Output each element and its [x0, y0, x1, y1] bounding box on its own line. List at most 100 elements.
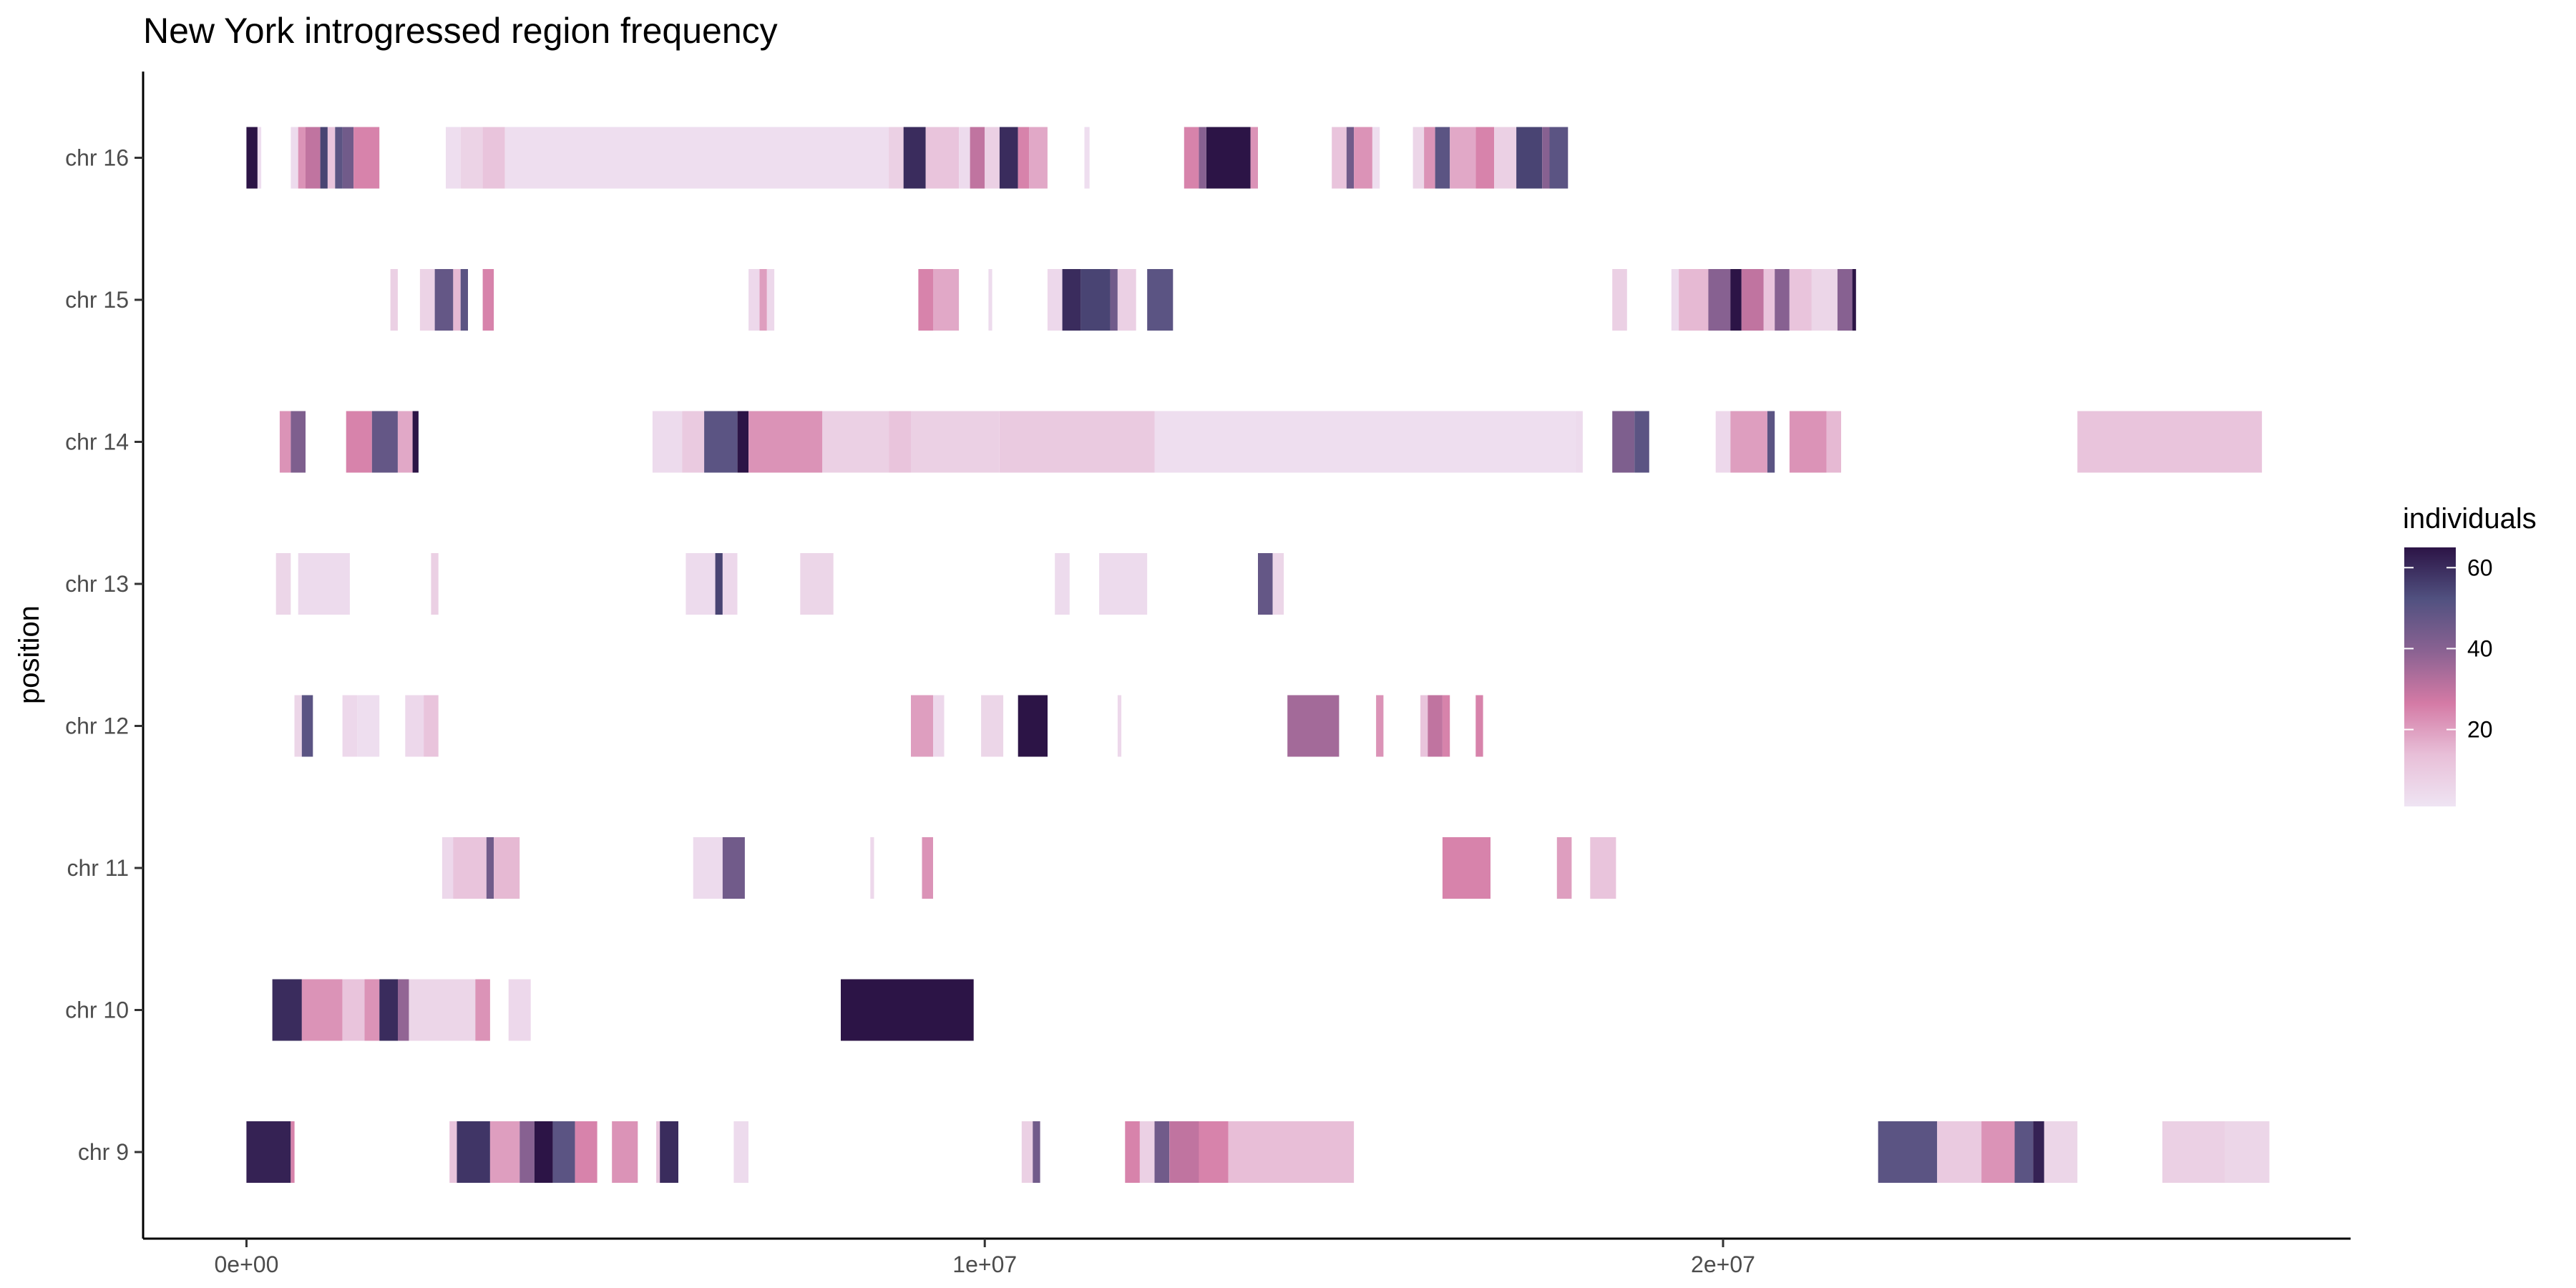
region-segment — [715, 553, 723, 615]
region-segment — [1442, 695, 1450, 757]
region-segment — [504, 127, 889, 189]
region-segment — [335, 127, 343, 189]
region-segment — [1047, 269, 1063, 331]
region-segment — [306, 127, 321, 189]
region-segment — [1741, 269, 1764, 331]
region-segment — [1258, 553, 1273, 615]
region-segment — [1837, 269, 1853, 331]
region-segment — [1154, 411, 1576, 473]
axes — [142, 72, 2351, 1240]
region-segment — [1139, 1121, 1155, 1183]
region-segment — [841, 979, 974, 1041]
region-segment — [405, 695, 424, 757]
region-segment — [272, 979, 302, 1041]
region-segment — [519, 1121, 535, 1183]
chart-title: New York introgressed region frequency — [143, 11, 778, 51]
region-segment — [460, 269, 468, 331]
region-segment — [1117, 269, 1136, 331]
region-segment — [1937, 1121, 1982, 1183]
legend-tick-label: 60 — [2467, 555, 2493, 580]
region-segment — [1826, 411, 1841, 473]
color-legend: individuals 20 40 60 — [2403, 503, 2537, 806]
region-segment — [1184, 127, 1199, 189]
region-segment — [357, 695, 380, 757]
region-segment — [999, 411, 1155, 473]
region-segment — [889, 127, 904, 189]
region-segment — [246, 1121, 291, 1183]
y-tick-label: chr 9 — [78, 1139, 129, 1165]
region-segment — [1287, 695, 1340, 757]
region-segment — [1475, 695, 1483, 757]
region-segment — [327, 127, 336, 189]
region-segment — [1575, 411, 1583, 473]
region-segment — [475, 979, 490, 1041]
region-segment — [1018, 127, 1030, 189]
region-segment — [1789, 269, 1812, 331]
y-tick-label: chr 15 — [65, 287, 129, 313]
region-segment — [534, 1121, 553, 1183]
region-segment — [246, 127, 258, 189]
region-segment — [870, 837, 874, 899]
region-segment — [1763, 269, 1775, 331]
region-segment — [1516, 127, 1543, 189]
region-segment — [988, 269, 992, 331]
region-segment — [390, 269, 398, 331]
region-segment — [257, 127, 262, 189]
region-segment — [918, 269, 933, 331]
region-segment — [291, 127, 298, 189]
region-segment — [1199, 1121, 1229, 1183]
region-segment — [1679, 269, 1709, 331]
region-segment — [1272, 553, 1284, 615]
region-segment — [301, 979, 343, 1041]
region-segment — [1110, 269, 1118, 331]
region-segment — [1424, 127, 1435, 189]
region-segment — [1228, 1121, 1355, 1183]
region-segment — [1878, 1121, 1938, 1183]
region-segment — [441, 837, 454, 899]
region-segment — [291, 1121, 295, 1183]
region-segment — [494, 837, 520, 899]
region-segment — [1029, 127, 1048, 189]
region-segment — [1708, 269, 1731, 331]
region-segment — [398, 411, 413, 473]
y-tick-label: chr 14 — [65, 429, 129, 455]
region-segment — [722, 553, 738, 615]
region-segment — [722, 837, 745, 899]
region-segment — [1147, 269, 1174, 331]
region-segment — [2014, 1121, 2034, 1183]
region-segment — [1450, 127, 1476, 189]
region-segment — [1346, 127, 1355, 189]
legend-ticks: 20 40 60 — [2404, 555, 2493, 743]
region-segment — [446, 127, 461, 189]
region-segment — [660, 1121, 678, 1183]
y-axis-ticks: chr 9 chr 10 chr 11 chr 12 chr 13 chr 14 chr 1… — [65, 145, 143, 1165]
region-segment — [1730, 411, 1767, 473]
region-segment — [298, 553, 350, 615]
region-segment — [320, 127, 328, 189]
region-segment — [1021, 1121, 1033, 1183]
region-segment — [759, 269, 767, 331]
region-segment — [346, 411, 372, 473]
region-segment — [342, 695, 358, 757]
region-segment — [279, 411, 291, 473]
region-segment — [453, 837, 487, 899]
region-segment — [431, 553, 439, 615]
region-segment — [737, 411, 749, 473]
region-segment — [1080, 269, 1111, 331]
region-segment — [424, 695, 439, 757]
region-segment — [489, 1121, 520, 1183]
region-segment — [398, 979, 409, 1041]
region-segment — [800, 553, 834, 615]
region-segment — [294, 695, 302, 757]
region-segment — [1125, 1121, 1140, 1183]
region-segment — [1811, 269, 1838, 331]
region-segment — [1715, 411, 1731, 473]
region-segment — [353, 127, 380, 189]
region-segment — [1612, 411, 1635, 473]
region-segment — [733, 1121, 748, 1183]
legend-tick-label: 20 — [2467, 717, 2493, 743]
region-segment — [612, 1121, 638, 1183]
region-segment — [1549, 127, 1568, 189]
region-segment — [922, 837, 933, 899]
